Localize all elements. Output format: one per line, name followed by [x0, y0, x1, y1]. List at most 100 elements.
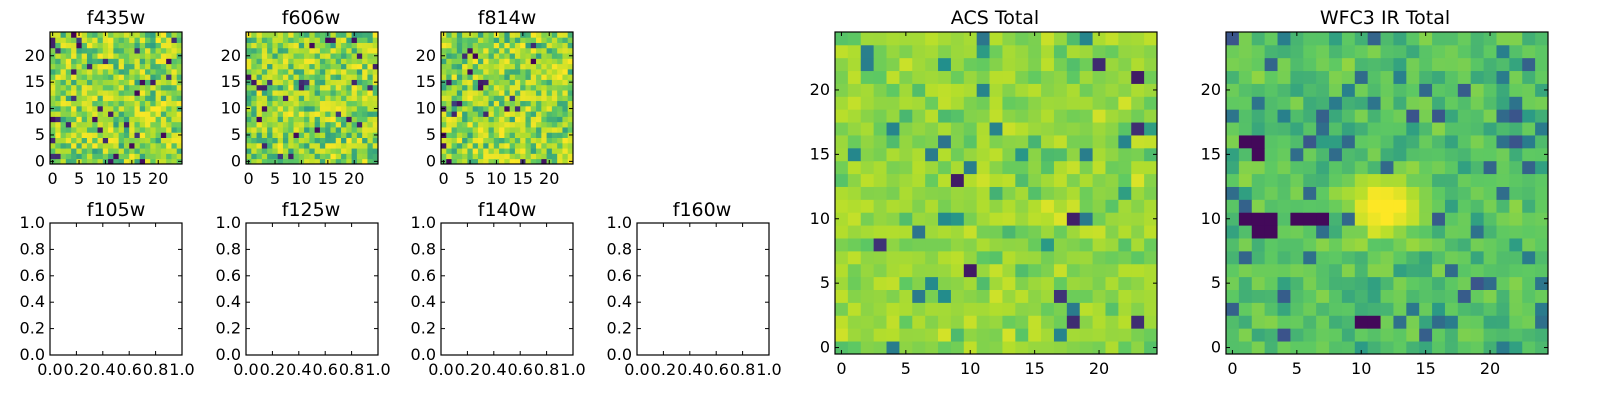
heatmap-cell: [298, 84, 305, 91]
y-tick-label: 0.0: [411, 345, 436, 364]
heatmap-cell: [1066, 302, 1081, 316]
heatmap-cell: [139, 132, 146, 138]
heatmap-cell: [50, 63, 56, 70]
heatmap-cell: [847, 32, 862, 46]
heatmap-cell: [1105, 96, 1119, 110]
heatmap-cell: [1329, 160, 1343, 175]
heatmap-cell: [1277, 250, 1291, 265]
heatmap-cell: [541, 137, 547, 144]
heatmap-cell: [1066, 289, 1081, 303]
heatmap-cell: [71, 68, 77, 75]
heatmap-cell: [873, 302, 887, 316]
heatmap-cell: [1053, 238, 1068, 252]
y-tick-label: 15: [1201, 144, 1221, 163]
heatmap-cell: [525, 79, 532, 86]
heatmap-cell: [989, 238, 1003, 252]
heatmap-cell: [493, 79, 500, 86]
heatmap-cell: [325, 127, 331, 133]
heatmap-cell: [261, 111, 268, 117]
heatmap-cell: [1028, 109, 1042, 123]
heatmap-cell: [108, 84, 114, 91]
heatmap-cell: [246, 127, 252, 133]
heatmap-cell: [251, 32, 257, 38]
heatmap-cell: [488, 42, 495, 49]
heatmap-cell: [860, 250, 875, 265]
heatmap-cell: [557, 68, 563, 75]
heatmap-cell: [319, 158, 326, 165]
heatmap-cell: [139, 32, 146, 38]
heatmap-cell: [134, 148, 141, 154]
heatmap-cell: [304, 116, 310, 123]
heatmap-cell: [451, 32, 458, 38]
heatmap-cell: [314, 47, 321, 54]
heatmap-cell: [282, 53, 289, 59]
heatmap-cell: [1118, 160, 1132, 175]
heatmap-cell: [176, 84, 183, 91]
heatmap-cell: [451, 137, 458, 144]
heatmap-cell: [1419, 135, 1433, 149]
heatmap-cell: [1432, 135, 1446, 149]
heatmap-cell: [1144, 186, 1158, 200]
heatmap-cell: [1290, 83, 1304, 97]
heatmap-cell: [451, 142, 458, 149]
heatmap-cell: [50, 90, 56, 96]
heatmap-cell: [1393, 250, 1407, 265]
heatmap-cell: [1509, 173, 1523, 187]
heatmap-cell: [314, 142, 321, 149]
heatmap-cell: [372, 42, 379, 49]
heatmap-cell: [71, 153, 77, 160]
panel-title-f160w: f160w: [673, 199, 732, 221]
heatmap-cell: [950, 57, 965, 72]
heatmap-cell: [567, 37, 574, 43]
heatmap-cell: [1444, 44, 1459, 59]
heatmap-cell: [477, 37, 484, 43]
heatmap-cell: [150, 42, 156, 49]
heatmap-cell: [899, 225, 913, 239]
heatmap-cell: [171, 32, 178, 38]
heatmap-cell: [451, 47, 458, 54]
heatmap-cell: [530, 47, 537, 54]
heatmap-cell: [1028, 83, 1042, 97]
heatmap-cell: [277, 42, 284, 49]
heatmap-cell: [525, 127, 532, 133]
heatmap-cell: [1092, 83, 1106, 97]
heatmap-cell: [1509, 160, 1523, 175]
y-tick-label: 5: [1211, 273, 1221, 292]
heatmap-cell: [1290, 341, 1304, 355]
heatmap-cell: [488, 132, 495, 138]
heatmap-cell: [92, 53, 98, 59]
heatmap-cell: [1535, 147, 1549, 162]
heatmap-cell: [261, 132, 268, 138]
heatmap-cell: [118, 79, 125, 86]
heatmap-cell: [899, 276, 913, 290]
heatmap-cell: [123, 58, 130, 65]
heatmap-cell: [899, 160, 913, 175]
heatmap-cell: [1118, 83, 1132, 97]
heatmap-cell: [462, 132, 468, 138]
heatmap-cell: [81, 142, 88, 149]
heatmap-cell: [456, 58, 463, 65]
heatmap-cell: [1066, 315, 1081, 329]
heatmap-cell: [1066, 44, 1081, 59]
heatmap-cell: [1015, 44, 1029, 59]
heatmap-cell: [351, 127, 358, 133]
heatmap-cell: [309, 153, 316, 160]
heatmap-cell: [551, 79, 558, 86]
heatmap-cell: [60, 105, 67, 112]
heatmap-cell: [976, 315, 990, 329]
heatmap-cell: [92, 127, 98, 133]
heatmap-cell: [1432, 173, 1446, 187]
heatmap-cell: [1341, 135, 1356, 149]
heatmap-cell: [1457, 160, 1472, 175]
heatmap-cell: [886, 263, 900, 278]
axes-frame-f140w: [440, 222, 574, 356]
heatmap-cell: [493, 127, 500, 133]
heatmap-cell: [1341, 225, 1356, 239]
heatmap-cell: [71, 84, 77, 91]
heatmap-cell: [155, 148, 162, 154]
heatmap-cell: [1444, 302, 1459, 316]
heatmap-cell: [441, 116, 447, 123]
heatmap-cell: [65, 158, 72, 165]
heatmap-cell: [71, 42, 77, 49]
heatmap-cell: [293, 153, 300, 160]
